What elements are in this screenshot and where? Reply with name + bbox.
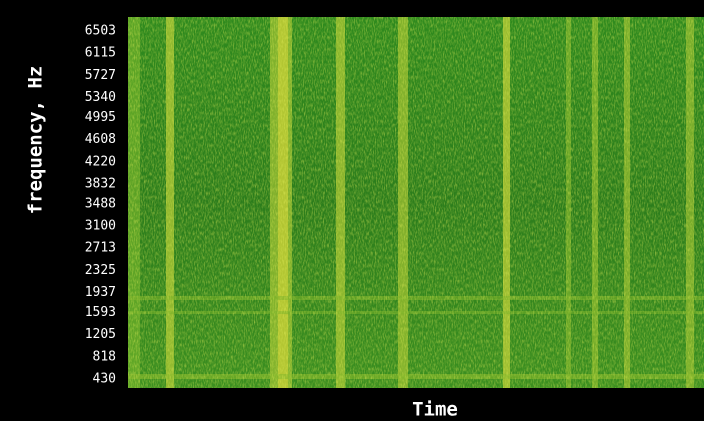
y-tick-label: 5340 bbox=[85, 90, 116, 105]
y-tick-label: 4995 bbox=[85, 110, 116, 125]
y-tick-label: 430 bbox=[93, 372, 116, 387]
y-tick-label: 3832 bbox=[85, 177, 116, 192]
chart: frequency, Hz Time 430 818 1205 1593 1937 232… bbox=[0, 0, 704, 421]
y-tick-label: 6115 bbox=[85, 46, 116, 61]
y-tick-label: 4220 bbox=[85, 154, 116, 169]
y-tick-label: 4608 bbox=[85, 132, 116, 147]
y-tick-label: 6503 bbox=[85, 23, 116, 38]
y-tick-label: 3488 bbox=[85, 196, 116, 211]
y-tick-label: 1593 bbox=[85, 305, 116, 320]
spectrogram bbox=[128, 17, 704, 388]
y-tick-label: 2713 bbox=[85, 241, 116, 256]
y-tick-label: 5727 bbox=[85, 68, 116, 83]
y-tick-label: 1205 bbox=[85, 327, 116, 342]
y-tick-label: 1937 bbox=[85, 285, 116, 300]
y-tick-label: 818 bbox=[93, 349, 116, 364]
y-tick-label: 2325 bbox=[85, 263, 116, 278]
y-tick-label: 3100 bbox=[85, 218, 116, 233]
y-axis-title: frequency, Hz bbox=[25, 66, 47, 215]
x-axis-title: Time bbox=[412, 399, 458, 421]
texture bbox=[128, 17, 704, 388]
